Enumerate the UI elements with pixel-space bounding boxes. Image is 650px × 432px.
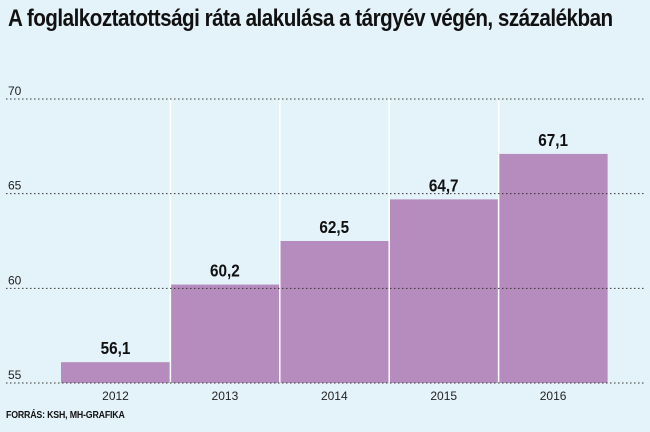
chart-title: A foglalkoztatottsági ráta alakulása a t… — [8, 5, 613, 32]
xtick-label: 2015 — [430, 389, 457, 403]
xtick-label: 2013 — [212, 389, 239, 403]
xtick-label: 2016 — [540, 389, 567, 403]
data-label: 60,2 — [210, 260, 240, 280]
ytick-label: 60 — [8, 273, 22, 287]
source-note: FORRÁS: KSH, MH-GRAFIKA — [6, 410, 125, 421]
data-label: 67,1 — [538, 130, 568, 150]
ytick-label: 55 — [8, 368, 22, 382]
bar-2012 — [61, 362, 170, 383]
data-label: 62,5 — [319, 217, 349, 237]
bar-2013 — [170, 284, 280, 383]
ytick-label: 65 — [8, 179, 22, 193]
xtick-label: 2012 — [102, 389, 129, 403]
bar-2014 — [279, 241, 389, 383]
ytick-label: 70 — [8, 84, 22, 98]
data-label: 64,7 — [429, 175, 459, 195]
xtick-label: 2014 — [321, 389, 348, 403]
bar-2015 — [389, 199, 499, 383]
bar-2016 — [498, 153, 608, 383]
data-label: 56,1 — [101, 338, 131, 358]
